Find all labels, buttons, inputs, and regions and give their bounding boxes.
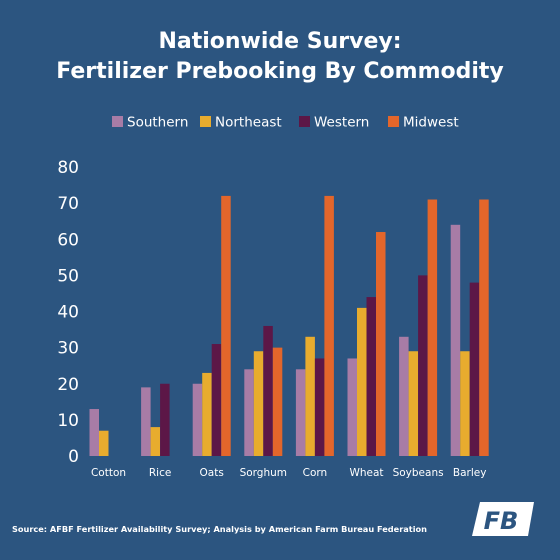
bar-cotton-southern	[89, 409, 99, 456]
bar-barley-western	[469, 282, 480, 456]
x-tick-label-barley: Barley	[453, 467, 487, 479]
x-tick-label-soybeans: Soybeans	[393, 467, 444, 479]
legend-swatch-western	[299, 116, 310, 127]
bar-barley-midwest	[479, 199, 489, 456]
legend-swatch-northeast	[200, 116, 211, 127]
bar-corn-northeast	[305, 336, 315, 456]
bar-barley-northeast	[460, 351, 470, 456]
y-tick-label-80: 80	[57, 158, 79, 178]
bar-corn-western	[314, 358, 325, 456]
bar-oats-northeast	[202, 372, 212, 456]
y-tick-label-50: 50	[57, 266, 79, 286]
legend-label-western: Western	[314, 115, 369, 131]
bar-rice-western	[160, 383, 170, 456]
bar-corn-midwest	[324, 195, 334, 456]
x-tick-label-wheat: Wheat	[349, 467, 383, 479]
legend-label-northeast: Northeast	[215, 115, 282, 131]
y-tick-label-70: 70	[57, 194, 79, 214]
y-tick-label-60: 60	[57, 230, 79, 250]
y-tick-label-40: 40	[57, 303, 79, 323]
bar-wheat-southern	[347, 358, 357, 456]
bar-wheat-western	[366, 297, 376, 456]
legend-swatch-southern	[112, 116, 123, 127]
y-axis: 0 10 20 30 40 50 60 70 80	[57, 158, 79, 467]
y-tick-label-30: 30	[57, 339, 79, 359]
x-tick-label-corn: Corn	[303, 467, 328, 479]
x-tick-label-oats: Oats	[200, 467, 224, 479]
bar-sorghum-midwest	[272, 347, 283, 456]
bar-sorghum-northeast	[253, 351, 264, 456]
x-tick-label-sorghum: Sorghum	[240, 467, 287, 479]
bar-corn-southern	[295, 369, 306, 456]
chart-title-line-1: Nationwide Survey:	[158, 29, 401, 54]
bar-sorghum-southern	[244, 369, 254, 456]
bar-oats-southern	[192, 383, 203, 456]
american-farm-bureau-logo: FB	[472, 502, 534, 536]
bar-soybeans-western	[418, 275, 428, 456]
bar-cotton-northeast	[99, 430, 109, 456]
legend-item-southern: Southern	[112, 115, 188, 131]
legend: Southern Northeast Western Midwest	[112, 115, 459, 131]
bar-wheat-midwest	[376, 232, 386, 456]
legend-swatch-midwest	[388, 116, 399, 127]
logo-badge-shape	[472, 502, 534, 536]
bar-oats-midwest	[221, 195, 231, 456]
legend-item-western: Western	[299, 115, 369, 131]
legend-item-northeast: Northeast	[200, 115, 282, 131]
bar-soybeans-midwest	[427, 199, 438, 456]
bar-barley-southern	[450, 224, 461, 456]
bar-sorghum-western	[263, 325, 273, 456]
legend-label-midwest: Midwest	[403, 115, 459, 131]
chart-title-line-2: Fertilizer Prebooking By Commodity	[56, 59, 504, 84]
bars	[89, 195, 489, 456]
y-tick-label-20: 20	[57, 375, 79, 395]
y-tick-label-0: 0	[68, 447, 79, 467]
bar-rice-northeast	[150, 427, 161, 456]
source-note: Source: AFBF Fertilizer Availability Sur…	[12, 524, 427, 534]
x-tick-label-rice: Rice	[149, 467, 171, 479]
x-tick-label-cotton: Cotton	[91, 467, 126, 479]
x-axis: Cotton Rice Oats Sorghum Corn Wheat Soybeans Ba…	[91, 467, 487, 479]
bar-oats-western	[211, 344, 222, 456]
y-tick-label-10: 10	[57, 411, 79, 431]
bar-wheat-northeast	[357, 307, 367, 456]
legend-label-southern: Southern	[127, 115, 188, 131]
legend-item-midwest: Midwest	[388, 115, 459, 131]
bar-rice-southern	[141, 387, 151, 456]
bar-soybeans-northeast	[408, 351, 419, 456]
bar-soybeans-southern	[399, 336, 409, 456]
logo-lettering: FB	[484, 507, 519, 535]
